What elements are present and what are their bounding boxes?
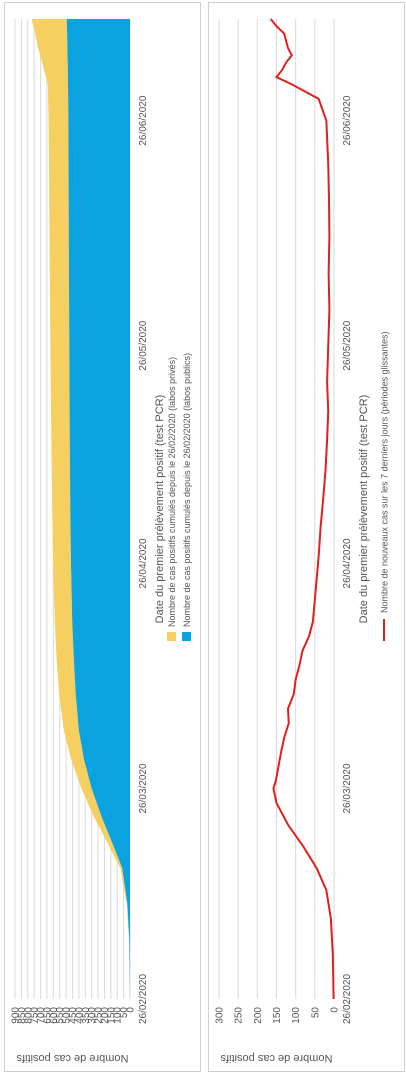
x-tick-label: 26/03/2020 [138, 763, 149, 813]
line-series-nouveaux-cas [269, 18, 335, 1000]
x-tick-label: 26/06/2020 [342, 95, 353, 145]
x-tick-label: 26/05/2020 [138, 320, 149, 370]
cumulative-chart-rotated: 0 50 100 150 200 250 300 350 400 450 500 550 600 650 7… [5, 3, 200, 1071]
y-tick-label: 200 [100, 1007, 111, 1024]
y-tick-label: 400 [74, 1007, 85, 1024]
cumulative-chart-panel: 0 50 100 150 200 250 300 350 400 450 500 550 600 650 7… [4, 2, 201, 1072]
y-tick-label: 200 [253, 1007, 264, 1024]
x-tick-label: 26/03/2020 [342, 763, 353, 813]
y-tick-label: 0 [126, 1007, 137, 1013]
y-tick-label: 300 [215, 1007, 226, 1024]
y-tick-label: 850 [17, 1007, 28, 1024]
x-tick-label: 26/05/2020 [342, 320, 353, 370]
x-axis-title: Date du premier prélèvement positif (tes… [154, 395, 166, 624]
y-tick-label: 100 [291, 1007, 302, 1024]
y-tick-label: 300 [87, 1007, 98, 1024]
y-tick-label: 0 [330, 1007, 341, 1013]
area-series-labos-prives [31, 19, 130, 999]
x-axis-title: Date du premier prélèvement positif (tes… [358, 395, 370, 624]
y-tick-label: 450 [68, 1007, 79, 1024]
y-tick-label: 900 [11, 1007, 22, 1024]
legend-label: Nombre de cas positifs cumulés depuis le… [182, 353, 192, 627]
x-tick-label: 26/02/2020 [342, 974, 353, 1024]
y-tick-label: 350 [81, 1007, 92, 1024]
y-tick-label: 100 [113, 1007, 124, 1024]
legend-swatch [167, 632, 176, 641]
y-tick-label: 150 [272, 1007, 283, 1024]
x-tick-label: 26/04/2020 [342, 538, 353, 588]
y-tick-label: 750 [30, 1007, 41, 1024]
weekly-chart-rotated: 0 50 100 150 200 250 300 26/02/2020 26/03/2020 26… [209, 3, 404, 1071]
weekly-line-chart: 0 50 100 150 200 250 300 26/02/2020 26/03/2020 26… [215, 18, 390, 1064]
y-tick-label: 550 [55, 1007, 66, 1024]
y-axis-title: Nombre de cas positifs [220, 1052, 332, 1064]
y-tick-label: 800 [23, 1007, 34, 1024]
y-tick-label: 250 [234, 1007, 245, 1024]
x-tick-label: 26/06/2020 [138, 95, 149, 145]
area-series-labos-publics [66, 19, 130, 999]
y-tick-label: 600 [49, 1007, 60, 1024]
legend-label: Nombre de nouveaux cas sur les 7 dernier… [380, 331, 390, 613]
y-tick-label: 650 [42, 1007, 53, 1024]
y-tick-label: 50 [310, 1007, 321, 1019]
weekly-chart-panel: 0 50 100 150 200 250 300 26/02/2020 26/03/2020 26… [208, 2, 405, 1072]
y-tick-label: 150 [106, 1007, 117, 1024]
legend-swatch [182, 632, 191, 641]
cumulative-area-chart: 0501001502002503003504004505005506006507… [11, 19, 192, 1064]
legend-label: Nombre de cas positifs cumulés depuis le… [167, 357, 177, 627]
x-tick-label: 26/04/2020 [138, 538, 149, 588]
y-axis-title: Nombre de cas positifs [16, 1052, 128, 1064]
y-tick-label: 500 [62, 1007, 73, 1024]
y-tick-label: 250 [94, 1007, 105, 1024]
y-tick-label: 50 [119, 1007, 130, 1019]
x-tick-label: 26/02/2020 [138, 974, 149, 1024]
y-tick-label: 700 [36, 1007, 47, 1024]
